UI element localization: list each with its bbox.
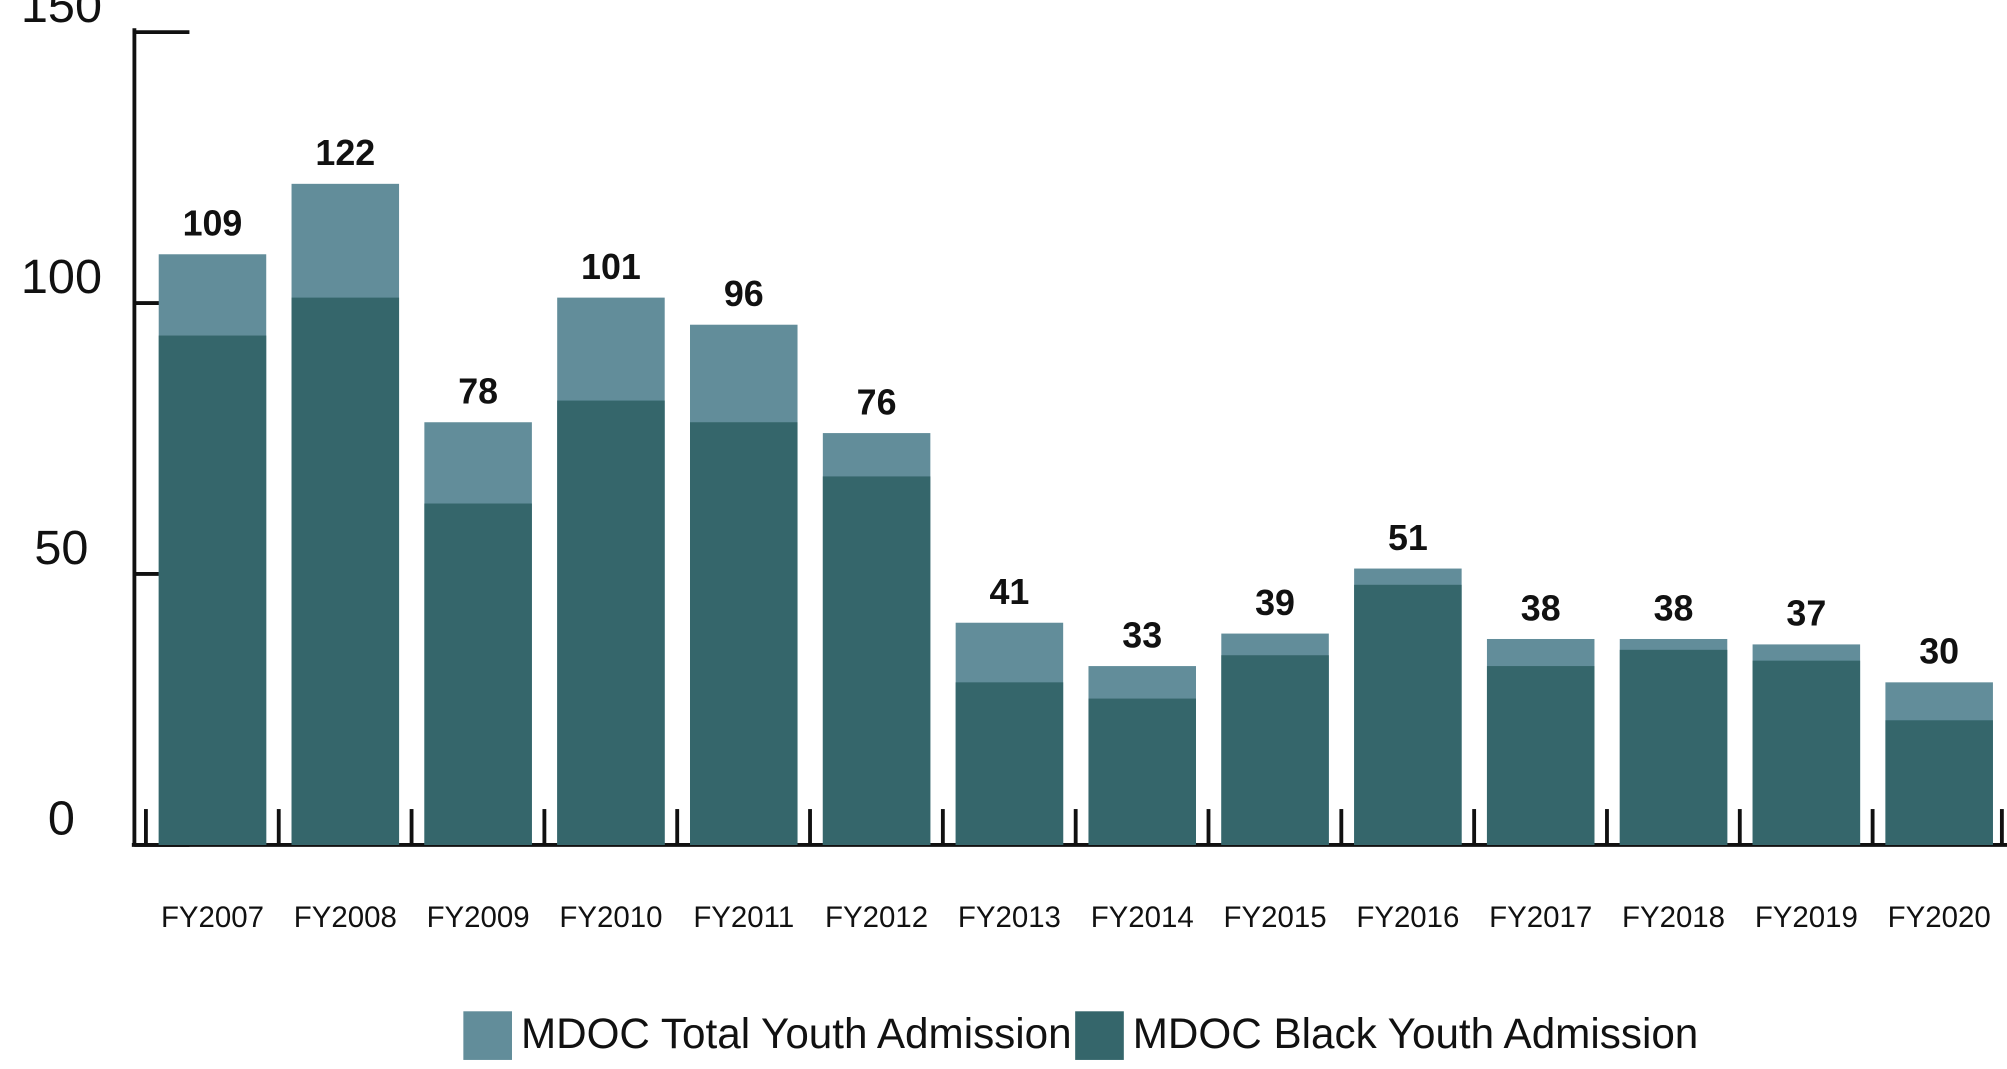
legend-swatch bbox=[463, 1011, 512, 1060]
legend-label: MDOC Black Youth Admission bbox=[1133, 1010, 1699, 1057]
bar bbox=[291, 297, 400, 845]
value-label: 78 bbox=[458, 372, 498, 412]
value-label: 38 bbox=[1521, 588, 1561, 628]
bar bbox=[1885, 720, 1993, 845]
x-tick-label: FY2018 bbox=[1622, 901, 1725, 934]
x-tick-label: FY2009 bbox=[427, 901, 530, 934]
x-tick-label: FY2017 bbox=[1489, 901, 1592, 934]
y-tick-label: 100 bbox=[21, 250, 102, 304]
x-tick-label: FY2008 bbox=[294, 901, 397, 934]
bar bbox=[1752, 660, 1861, 845]
bar bbox=[690, 422, 798, 845]
x-tick-label: FY2020 bbox=[1888, 901, 1991, 934]
x-tick-label: FY2010 bbox=[559, 901, 662, 934]
legend-swatch bbox=[1075, 1011, 1124, 1060]
value-label: 109 bbox=[183, 204, 243, 244]
bar bbox=[1354, 584, 1462, 845]
bar bbox=[955, 682, 1064, 845]
bar bbox=[1486, 666, 1595, 845]
bar bbox=[557, 400, 665, 845]
value-label: 101 bbox=[581, 247, 641, 287]
value-label: 76 bbox=[857, 382, 897, 422]
value-label: 122 bbox=[315, 133, 375, 173]
value-label: 38 bbox=[1654, 588, 1694, 628]
bar bbox=[1221, 655, 1329, 845]
x-tick-label: FY2007 bbox=[161, 901, 264, 934]
value-label: 37 bbox=[1786, 594, 1826, 634]
x-tick-label: FY2013 bbox=[958, 901, 1061, 934]
y-tick-label: 150 bbox=[21, 0, 102, 33]
x-tick-label: FY2016 bbox=[1356, 901, 1459, 934]
bar bbox=[1619, 649, 1728, 845]
x-tick-label: FY2012 bbox=[825, 901, 928, 934]
legend-label: MDOC Total Youth Admission bbox=[521, 1010, 1072, 1057]
x-tick-label: FY2014 bbox=[1091, 901, 1194, 934]
bar bbox=[822, 476, 931, 845]
value-label: 39 bbox=[1255, 583, 1295, 623]
y-tick-label: 50 bbox=[34, 521, 88, 575]
value-label: 33 bbox=[1122, 615, 1162, 655]
value-label: 96 bbox=[724, 274, 764, 314]
x-tick-label: FY2015 bbox=[1224, 901, 1327, 934]
value-label: 30 bbox=[1919, 632, 1959, 672]
bar bbox=[158, 335, 267, 845]
x-tick-label: FY2019 bbox=[1755, 901, 1858, 934]
value-label: 41 bbox=[989, 572, 1029, 612]
bar bbox=[424, 503, 532, 845]
x-tick-label: FY2011 bbox=[693, 901, 794, 934]
bar bbox=[1088, 698, 1196, 845]
y-tick-label: 0 bbox=[48, 792, 75, 846]
value-label: 51 bbox=[1388, 518, 1428, 558]
